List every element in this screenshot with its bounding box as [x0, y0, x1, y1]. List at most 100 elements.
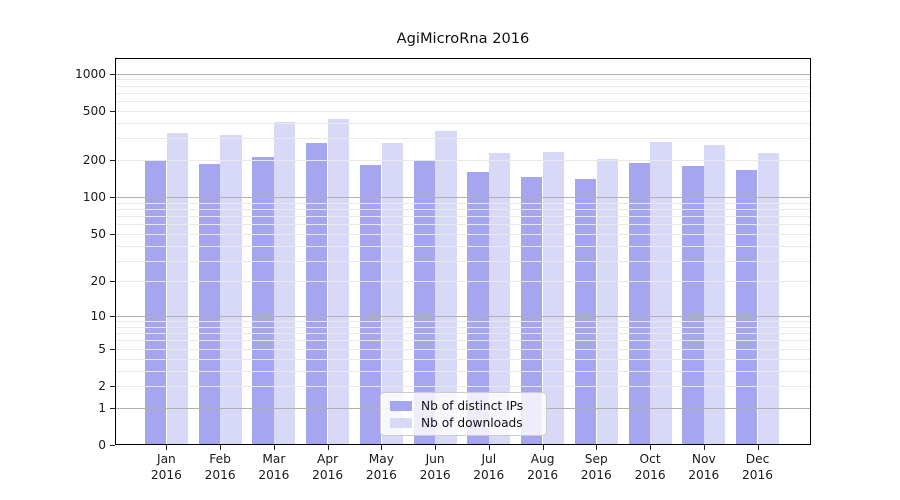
y-gridline-minor: [115, 370, 811, 372]
bar-distinct-ips: [252, 157, 274, 445]
y-gridline-minor: [115, 326, 811, 328]
bar-distinct-ips: [467, 171, 489, 445]
y-tick-label: 2: [98, 379, 106, 393]
x-tick-mark: [542, 445, 544, 450]
x-tick-mark: [703, 445, 705, 450]
y-tick-label: 20: [90, 274, 106, 289]
y-tick-label: 500: [82, 104, 106, 118]
y-gridline-minor: [115, 348, 811, 350]
chart-title: AgiMicroRna 2016: [396, 30, 530, 47]
bar-downloads: [166, 132, 188, 445]
x-tick-mark: [435, 445, 437, 450]
x-tick-label: Jan 2016: [150, 452, 182, 482]
bar-downloads: [757, 153, 780, 445]
x-tick-label: May 2016: [365, 452, 397, 482]
x-tick-label: Dec 2016: [741, 452, 774, 482]
y-gridline-minor: [115, 111, 811, 112]
y-tick-mark: [110, 348, 115, 350]
bar-downloads: [381, 142, 403, 445]
y-gridline-minor: [115, 160, 811, 161]
y-gridline-minor: [115, 321, 811, 323]
bars-layer: [115, 58, 811, 445]
y-gridline-minor: [115, 85, 811, 87]
bar-distinct-ips: [735, 170, 758, 445]
y-tick-label: 200: [82, 153, 106, 167]
y-gridline-minor: [115, 333, 811, 335]
y-gridline-minor: [115, 224, 811, 226]
y-gridline-minor: [115, 79, 811, 81]
bar-downloads: [542, 152, 565, 445]
x-tick-mark: [488, 445, 490, 450]
y-tick-mark: [110, 73, 115, 75]
x-tick-mark: [273, 445, 275, 450]
y-gridline-minor: [115, 260, 811, 262]
bar-distinct-ips: [306, 143, 328, 445]
y-tick-mark: [110, 386, 115, 387]
legend-swatch-distinct-ips: [390, 400, 412, 411]
x-tick-label: Oct 2016: [634, 452, 666, 482]
y-gridline-major: [115, 73, 811, 75]
grid-layer: [115, 58, 811, 445]
legend-swatch-downloads: [390, 417, 412, 428]
y-tick-mark: [110, 281, 115, 283]
legend: Nb of distinct IPs Nb of downloads: [380, 392, 547, 436]
bar-downloads: [596, 159, 618, 445]
bar-downloads: [220, 135, 242, 445]
x-tick-label: Jun 2016: [419, 452, 451, 482]
legend-label-downloads: Nb of downloads: [421, 415, 523, 430]
y-tick-label: 1000: [74, 66, 106, 81]
bar-downloads: [489, 153, 511, 445]
x-tick-mark: [650, 445, 652, 450]
y-gridline-minor: [115, 386, 811, 387]
y-tick-mark: [110, 197, 115, 198]
y-tick-label: 10: [90, 309, 106, 324]
y-gridline-minor: [115, 208, 811, 210]
legend-item-downloads: Nb of downloads: [390, 416, 538, 430]
x-tick-label: Aug 2016: [527, 452, 559, 482]
bar-downloads: [650, 141, 672, 445]
legend-label-distinct-ips: Nb of distinct IPs: [421, 398, 524, 413]
y-tick-label: 5: [98, 341, 106, 356]
x-tick-label: Sep 2016: [580, 452, 612, 482]
x-tick-label: Jul 2016: [473, 452, 505, 482]
y-tick-mark: [110, 407, 115, 409]
bar-distinct-ips: [144, 160, 167, 445]
bar-distinct-ips: [521, 176, 543, 445]
y-tick-mark: [110, 160, 115, 161]
y-tick-label: 0: [98, 438, 106, 452]
bar-distinct-ips: [682, 166, 704, 445]
x-tick-mark: [596, 445, 598, 450]
x-tick-label: Mar 2016: [258, 452, 290, 482]
bar-distinct-ips: [359, 164, 382, 445]
y-tick-mark: [110, 445, 115, 446]
y-gridline-minor: [115, 358, 811, 360]
y-tick-mark: [110, 111, 115, 112]
y-gridline-major: [115, 316, 811, 318]
y-gridline-minor: [115, 138, 811, 140]
y-tick-label: 1: [98, 400, 106, 415]
y-tick-label: 50: [90, 226, 106, 241]
x-tick-label: Apr 2016: [312, 452, 344, 482]
x-tick-mark: [220, 445, 222, 450]
legend-item-distinct-ips: Nb of distinct IPs: [390, 399, 538, 413]
y-gridline-minor: [115, 245, 811, 247]
x-tick-label: Feb 2016: [204, 452, 236, 482]
y-gridline-minor: [115, 202, 811, 204]
bar-distinct-ips: [413, 160, 435, 445]
x-tick-mark: [757, 445, 759, 450]
bar-downloads: [704, 144, 726, 445]
x-tick-mark: [327, 445, 329, 450]
y-gridline-major: [115, 197, 811, 198]
y-gridline-minor: [115, 122, 811, 124]
y-gridline-minor: [115, 92, 811, 94]
x-tick-label: Nov 2016: [688, 452, 720, 482]
x-tick-mark: [381, 445, 383, 450]
y-tick-mark: [110, 233, 115, 235]
y-gridline-minor: [115, 233, 811, 235]
y-tick-mark: [110, 316, 115, 318]
y-gridline-minor: [115, 281, 811, 283]
y-tick-label: 100: [82, 190, 106, 204]
y-gridline-minor: [115, 340, 811, 342]
y-gridline-minor: [115, 101, 811, 103]
